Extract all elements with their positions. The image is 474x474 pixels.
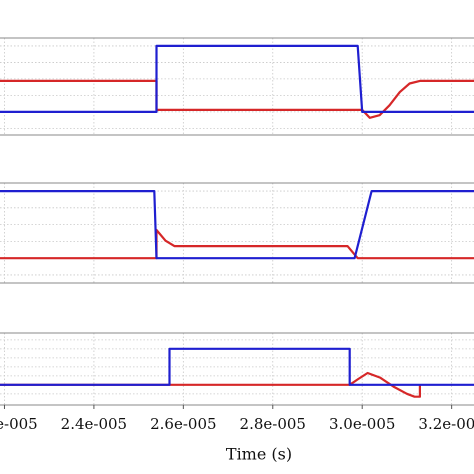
x-tick-label: 3.2e-005	[418, 415, 474, 433]
x-tick-label: 3.0e-005	[329, 415, 395, 433]
series-line	[0, 44, 474, 113]
x-tick-label: 2.8e-005	[240, 415, 306, 433]
plot-frame	[0, 332, 474, 406]
series-line	[0, 347, 474, 386]
series-line	[0, 190, 474, 260]
series-line	[0, 371, 421, 398]
series-line	[0, 228, 474, 260]
plot-frame	[0, 37, 474, 136]
x-axis-label: Time (s)	[226, 445, 292, 464]
plot-frame	[0, 182, 474, 284]
x-tick-label: 2.6e-005	[150, 415, 216, 433]
x-tick-label: 2.4e-005	[61, 415, 127, 433]
x-tick-label: 2.2e-005	[0, 415, 38, 433]
